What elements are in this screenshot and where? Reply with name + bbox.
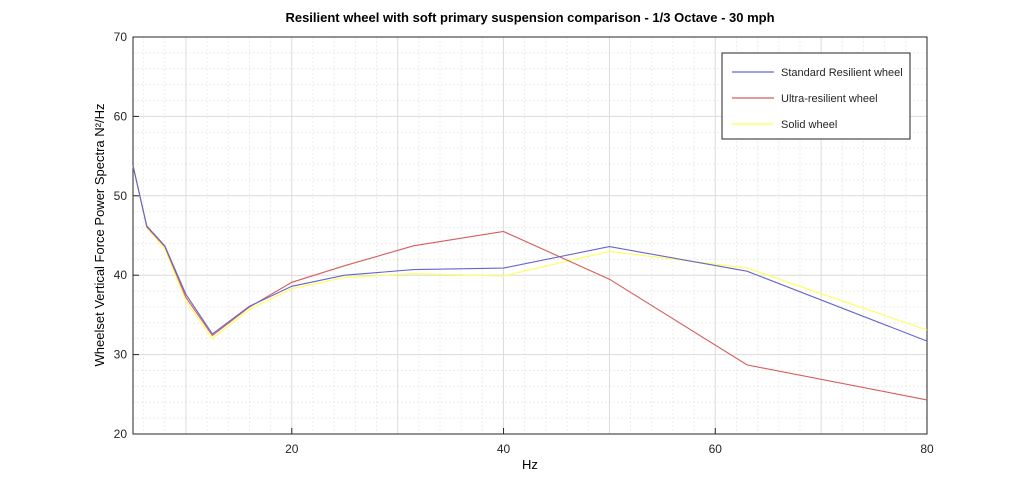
legend-box bbox=[721, 52, 911, 140]
x-tick-label: 60 bbox=[709, 442, 723, 456]
plot-frame bbox=[132, 36, 928, 435]
x-tick-label: 80 bbox=[920, 442, 934, 456]
y-tick-label: 30 bbox=[114, 348, 128, 362]
x-axis-label: Hz bbox=[522, 457, 538, 472]
y-tick-label: 70 bbox=[114, 30, 128, 44]
legend-label: Standard Resilient wheel bbox=[781, 67, 903, 79]
axis-ticks: 20 40 60 80 20 30 40 50 60 70 bbox=[114, 30, 934, 456]
legend-label: Solid wheel bbox=[781, 119, 837, 131]
series-line bbox=[132, 165, 928, 340]
legend: Standard Resilient wheel Ultra-resilient … bbox=[721, 52, 911, 140]
y-tick-label: 60 bbox=[114, 109, 128, 123]
series-line bbox=[132, 165, 928, 342]
y-tick-label: 20 bbox=[114, 427, 128, 441]
legend-label: Ultra-resilient wheel bbox=[781, 93, 878, 105]
chart-title: Resilient wheel with soft primary suspen… bbox=[285, 10, 774, 25]
y-tick-label: 40 bbox=[114, 268, 128, 282]
x-tick-label: 40 bbox=[497, 442, 511, 456]
series-group bbox=[132, 165, 928, 401]
x-tick-label: 20 bbox=[285, 442, 299, 456]
y-tick-label: 50 bbox=[114, 189, 128, 203]
y-axis-label: Wheelset Vertical Force Power Spectra N²… bbox=[92, 104, 107, 367]
